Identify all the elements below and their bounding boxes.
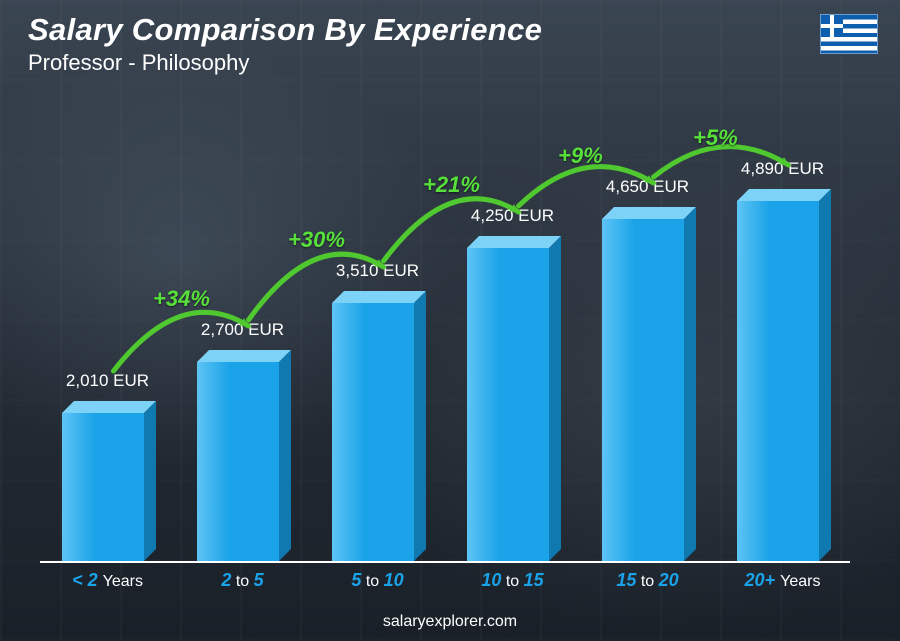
bar-value-label: 2,010 EUR xyxy=(66,371,149,391)
bar-slot: 3,510 EUR xyxy=(313,303,443,561)
bar: 4,250 EUR xyxy=(467,248,559,561)
bar: 4,650 EUR xyxy=(602,219,694,561)
bar-slot: 2,700 EUR xyxy=(178,362,308,561)
page-title: Salary Comparison By Experience xyxy=(28,12,872,48)
bar-value-label: 4,890 EUR xyxy=(741,159,824,179)
bar-chart: 2,010 EUR 2,700 EUR 3,510 EUR 4,250 EUR … xyxy=(40,83,850,593)
category-label: 15 to 20 xyxy=(578,570,718,591)
category-label: 10 to 15 xyxy=(443,570,583,591)
x-axis-line xyxy=(40,561,850,563)
bar-slot: 4,250 EUR xyxy=(448,248,578,561)
category-label: 2 to 5 xyxy=(173,570,313,591)
bar: 2,700 EUR xyxy=(197,362,289,561)
bar-value-label: 3,510 EUR xyxy=(336,261,419,281)
category-label: 20+ Years xyxy=(713,570,853,591)
bar-slot: 4,890 EUR xyxy=(718,201,848,561)
bar: 3,510 EUR xyxy=(332,303,424,561)
page-subtitle: Professor - Philosophy xyxy=(28,50,872,76)
bar-value-label: 2,700 EUR xyxy=(201,320,284,340)
category-label: < 2 Years xyxy=(38,570,178,591)
bar: 4,890 EUR xyxy=(737,201,829,561)
bar-slot: 4,650 EUR xyxy=(583,219,713,561)
bar: 2,010 EUR xyxy=(62,413,154,561)
flag-greece-icon xyxy=(820,14,878,54)
bar-value-label: 4,650 EUR xyxy=(606,177,689,197)
category-label: 5 to 10 xyxy=(308,570,448,591)
chart-container: Salary Comparison By Experience Professo… xyxy=(0,0,900,641)
footer-attribution: salaryexplorer.com xyxy=(0,613,900,631)
bar-slot: 2,010 EUR xyxy=(43,413,173,561)
bar-value-label: 4,250 EUR xyxy=(471,206,554,226)
header: Salary Comparison By Experience Professo… xyxy=(28,12,872,76)
